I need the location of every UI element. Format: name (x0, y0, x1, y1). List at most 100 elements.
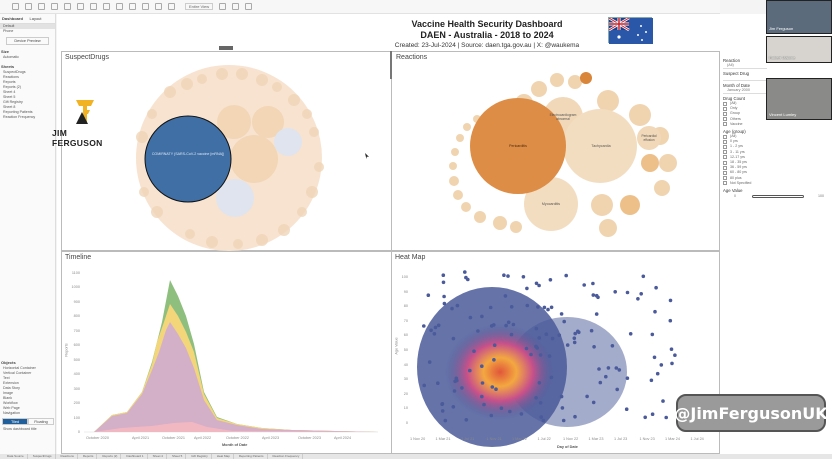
sheet-item[interactable]: SuspectDrugs (3, 70, 26, 74)
suspect-drugs-panel[interactable]: SuspectDrugs COMIRNATY (SARS-CoV-2 vacci… (52, 51, 393, 252)
age-group-option[interactable]: 1 - 2 yrs (720, 144, 832, 150)
sheet-tab[interactable]: Reaction Frequency (270, 454, 304, 459)
age-group-option[interactable]: 0 yrs (720, 139, 832, 144)
sheet-tab[interactable]: Heat Map (214, 454, 234, 459)
bubble-myocarditis[interactable]: Myocarditis (541, 202, 561, 206)
sort-asc-icon[interactable] (103, 3, 110, 10)
age-group-option[interactable]: 36 - 59 yrs (720, 165, 832, 170)
device-phone[interactable]: Phone (3, 29, 14, 33)
sheet-item[interactable]: Reports (3, 80, 16, 84)
sheet-item[interactable]: Reports (2) (3, 85, 21, 89)
drug-count-option[interactable]: (All) (720, 101, 832, 106)
age-group-checkbox[interactable] (723, 145, 727, 150)
bubble-tachycardia[interactable]: Tachycardia (591, 144, 611, 148)
timeline-panel[interactable]: Timeline 0 100 200 300 400 500 600 700 800 900 100… (61, 251, 392, 454)
tab-dashboard[interactable]: Dashboard (2, 16, 23, 21)
age-group-option[interactable]: Not Specified (720, 181, 832, 186)
age-group-option[interactable]: 3 - 11 yrs (720, 150, 832, 155)
object-item[interactable]: Navigation (3, 411, 20, 415)
object-item[interactable]: Blank (3, 396, 12, 400)
sort-desc-icon[interactable] (116, 3, 123, 10)
month-filter-value[interactable]: January 2000 (723, 88, 767, 94)
age-group-checkbox[interactable] (723, 181, 727, 186)
group-icon[interactable] (142, 3, 149, 10)
reactions-panel[interactable]: Reactions Pericarditis Tachycardia Myoca… (392, 51, 720, 251)
undo-icon[interactable] (12, 3, 19, 10)
sheet-item[interactable]: Reactions (3, 75, 19, 79)
device-default[interactable]: Default (0, 24, 55, 29)
tooltip-icon[interactable] (232, 3, 240, 10)
sheet-item[interactable]: Sheet 8 (3, 105, 16, 109)
floating-toggle[interactable]: Floating (28, 418, 54, 425)
heatmap-scatter[interactable] (392, 252, 720, 455)
sheet-tab[interactable]: Reactions (58, 454, 78, 459)
drug-count-option[interactable]: Group (720, 111, 832, 116)
drug-count-checkbox[interactable] (723, 112, 727, 116)
view-select[interactable]: Entire View (185, 3, 214, 10)
device-preview-button[interactable]: Device Preview (6, 37, 49, 45)
sheet-item[interactable]: Gift Registry (3, 100, 23, 104)
tiled-toggle[interactable]: Tiled (2, 418, 28, 425)
object-item[interactable]: Web Page (3, 406, 20, 410)
sheet-tab[interactable]: Sheet 4 (150, 454, 167, 459)
timeline-area-chart[interactable] (62, 252, 393, 455)
tab-layout[interactable]: Layout (29, 16, 42, 21)
drug-count-checkbox[interactable] (723, 117, 727, 122)
suspect-drug-input[interactable] (723, 76, 767, 81)
drug-count-option[interactable]: Only (720, 106, 832, 111)
format-icon[interactable] (168, 3, 175, 10)
highlight-icon[interactable] (129, 3, 136, 10)
sheet-tab[interactable]: Reporting Patients (236, 454, 268, 459)
age-group-checkbox[interactable] (723, 150, 727, 155)
redo-icon[interactable] (25, 3, 32, 10)
sheet-item[interactable]: Reaction Frequency (3, 115, 36, 119)
size-select[interactable]: Automatic (3, 55, 19, 59)
drug-count-checkbox[interactable] (723, 106, 727, 111)
sheet-tab[interactable]: Reports (80, 454, 98, 459)
object-item[interactable]: Extension (3, 381, 19, 385)
bubble-ecg-abnormal[interactable]: Electrocardiogram abnormal (549, 113, 577, 121)
age-group-checkbox[interactable] (723, 171, 727, 176)
sheet-tab[interactable]: Data Source (4, 454, 28, 459)
object-item[interactable]: Vertical Container (3, 371, 32, 375)
sheet-item[interactable]: Sheet 4 (3, 90, 16, 94)
sheet-item[interactable]: Sheet 5 (3, 95, 16, 99)
bubble-pericarditis[interactable]: Pericarditis (509, 144, 527, 148)
sheet-tab[interactable]: SuspectDrugs (30, 454, 56, 459)
share-icon[interactable] (245, 3, 253, 10)
panel-drag-handle[interactable] (219, 46, 233, 50)
sheet-tab[interactable]: Gift Registry (188, 454, 212, 459)
show-title-checkbox[interactable]: Show dashboard title (3, 427, 37, 431)
sheet-tab[interactable]: Sheet 5 (169, 454, 187, 459)
show-cards-icon[interactable] (219, 3, 227, 10)
age-group-option[interactable]: 18 - 35 yrs (720, 160, 832, 165)
duplicate-icon[interactable] (64, 3, 71, 10)
swap-icon[interactable] (90, 3, 97, 10)
label-icon[interactable] (155, 3, 162, 10)
suspect-drugs-bubble-chart[interactable] (62, 52, 393, 252)
save-icon[interactable] (38, 3, 45, 10)
age-group-checkbox[interactable] (723, 160, 727, 165)
age-group-checkbox[interactable] (723, 176, 727, 181)
drug-count-option[interactable]: Vaccine (720, 122, 832, 127)
drug-count-checkbox[interactable] (723, 122, 727, 127)
reactions-bubble-chart[interactable] (392, 52, 720, 252)
age-group-checkbox[interactable] (723, 139, 727, 144)
age-value-slider[interactable] (752, 195, 804, 199)
age-group-option[interactable]: 80 plus (720, 176, 832, 181)
object-item[interactable]: Workflow (3, 401, 18, 405)
object-item[interactable]: Text (3, 376, 10, 380)
age-group-checkbox[interactable] (723, 155, 727, 160)
age-group-option[interactable]: 60 - 80 yrs (720, 170, 832, 176)
heatmap-panel[interactable]: Heat Map 0 10 20 30 40 50 60 70 80 90 100 Age Valu… (392, 251, 720, 454)
reaction-filter-dropdown[interactable]: (All) (723, 63, 767, 69)
sheet-tab[interactable]: Reports (2) (99, 454, 122, 459)
drug-count-checkbox[interactable] (723, 101, 727, 106)
age-group-checkbox[interactable] (723, 165, 727, 170)
drug-count-option[interactable]: Others (720, 117, 832, 122)
object-item[interactable]: Horizontal Container (3, 366, 36, 370)
age-group-checkbox[interactable] (723, 134, 727, 139)
clear-icon[interactable] (77, 3, 84, 10)
age-group-option[interactable]: (All) (720, 134, 832, 139)
sheet-item[interactable]: Reporting Patients (3, 110, 33, 114)
